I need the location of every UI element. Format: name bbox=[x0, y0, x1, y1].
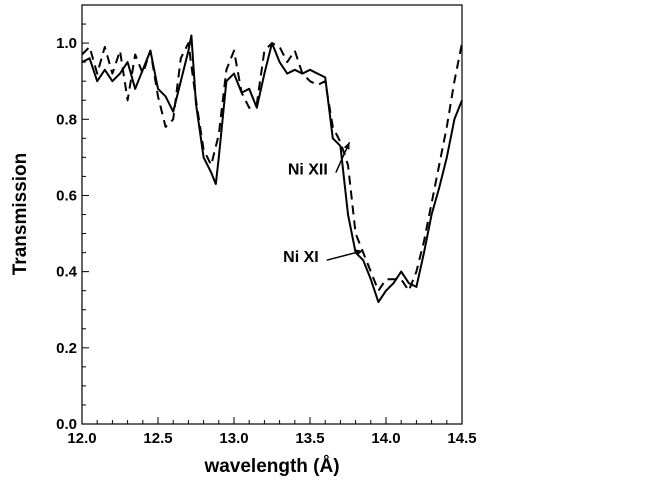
x-tick-label: 12.0 bbox=[67, 430, 96, 447]
series-layer bbox=[81, 34, 463, 304]
y-tick-label: 0.2 bbox=[56, 340, 77, 357]
y-axis-title: Transmission bbox=[10, 153, 31, 276]
x-tick-label: 12.5 bbox=[143, 430, 172, 447]
y-tick-labels: 0.0 0.2 0.4 0.6 0.8 1.0 bbox=[56, 35, 78, 433]
solid-series-line bbox=[81, 34, 463, 304]
annotation-arrowhead bbox=[355, 249, 364, 256]
axis-ticks bbox=[81, 4, 463, 425]
x-tick-label: 14.5 bbox=[447, 430, 476, 447]
x-tick-label: 14.0 bbox=[371, 430, 400, 447]
x-tick-label: 13.0 bbox=[219, 430, 248, 447]
annotation-label: Ni XI bbox=[283, 249, 319, 266]
plot-frame bbox=[81, 4, 463, 425]
x-tick-labels: 12.0 12.5 13.0 13.5 14.0 14.5 bbox=[67, 430, 476, 447]
dashed-series-line bbox=[81, 42, 463, 292]
y-tick-label: 1.0 bbox=[56, 35, 77, 52]
annotation-layer: Ni XII Ni XI bbox=[283, 141, 364, 266]
y-tick-label: 0.8 bbox=[56, 111, 77, 128]
annotation-arrowhead bbox=[343, 142, 350, 150]
x-tick-label: 13.5 bbox=[295, 430, 324, 447]
y-tick-label: 0.6 bbox=[56, 187, 77, 204]
x-axis-title: wavelength (Å) bbox=[203, 456, 339, 477]
y-tick-label: 0.4 bbox=[56, 264, 78, 281]
annotation-label: Ni XII bbox=[288, 162, 328, 179]
y-tick-label: 0.0 bbox=[56, 416, 77, 433]
